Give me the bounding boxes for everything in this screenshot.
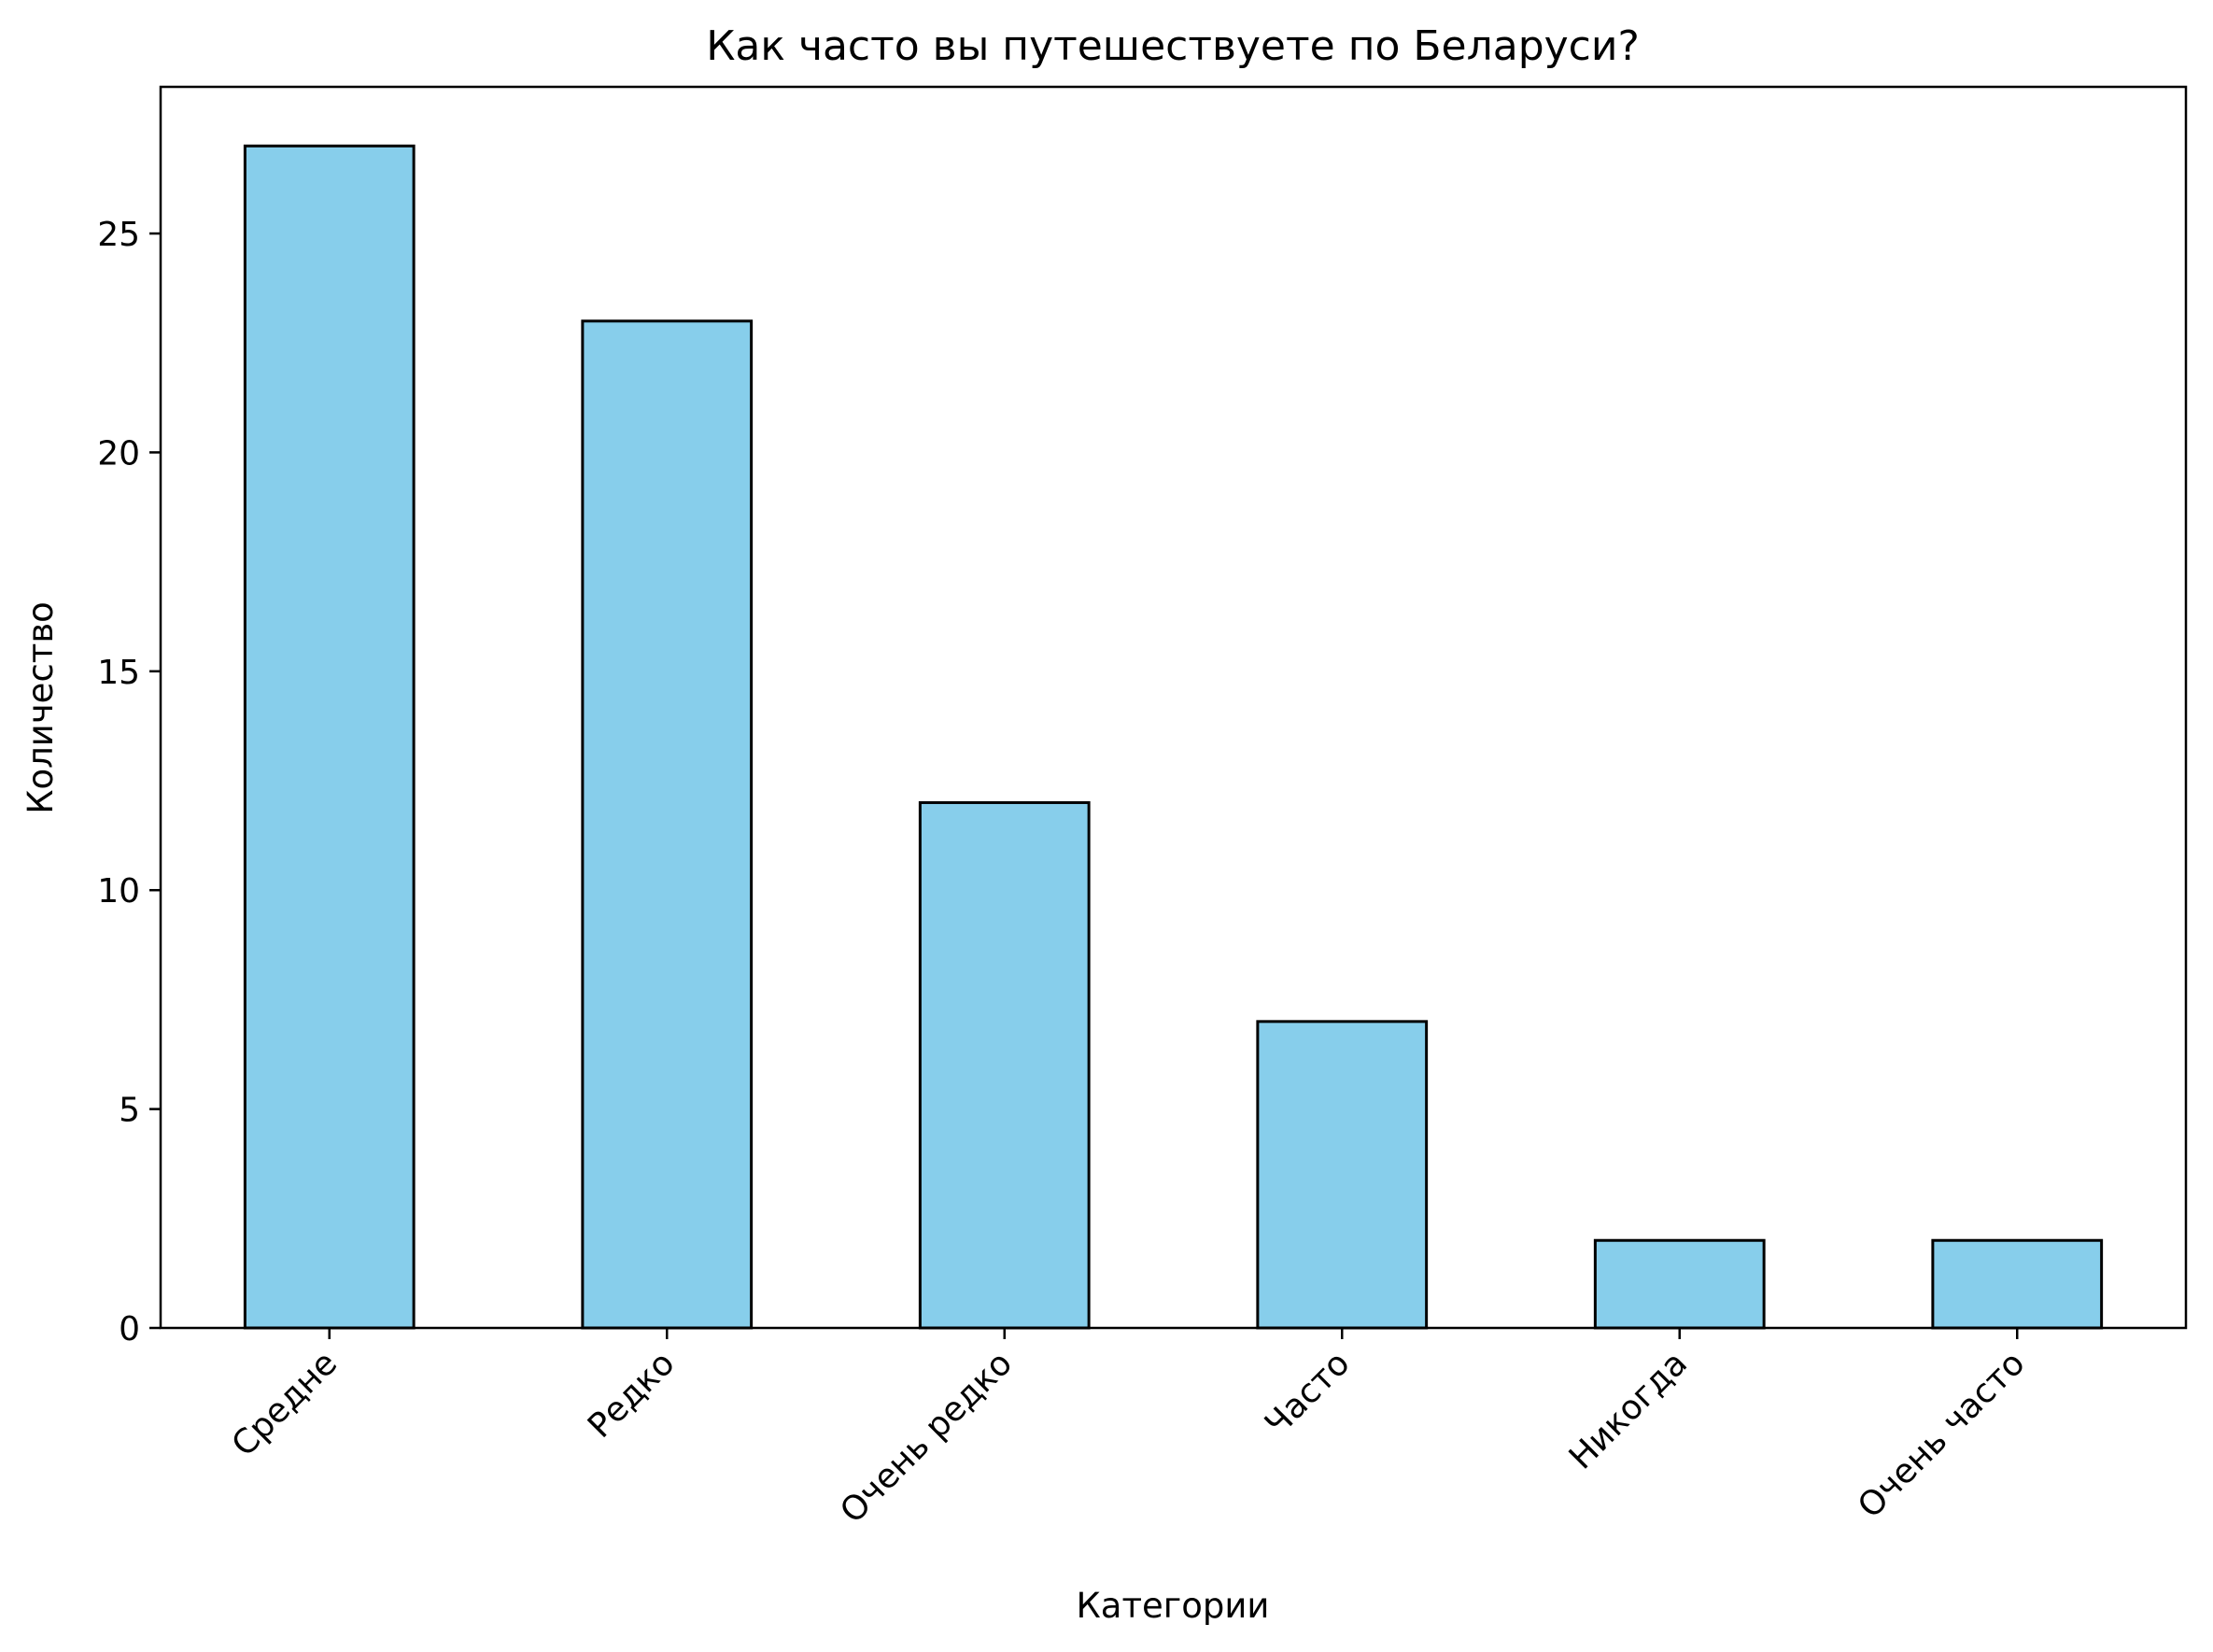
y-axis-label: Количество <box>21 601 61 814</box>
bar-1 <box>243 144 416 1330</box>
bar-4 <box>1256 1020 1429 1330</box>
x-tick-label-4: Никогда <box>1562 1344 1695 1476</box>
bars-layer <box>243 144 2104 1330</box>
x-tick-label-1: Редко <box>581 1344 683 1446</box>
x-tick-label-5: Очень часто <box>1851 1344 2033 1526</box>
y-tick-label-3: 15 <box>97 654 140 692</box>
chart-title: Как часто вы путешествуете по Беларуси? <box>706 22 1640 70</box>
bar-6 <box>1931 1238 2104 1330</box>
x-tick-label-0: Средне <box>225 1344 345 1463</box>
bar-3 <box>918 800 1091 1330</box>
x-axis-label: Категории <box>1077 1586 1270 1626</box>
x-tick-label-3: Часто <box>1258 1344 1357 1443</box>
y-tick-label-5: 25 <box>97 216 140 254</box>
y-tick-label-4: 20 <box>97 434 140 473</box>
y-tick-label-1: 5 <box>119 1092 140 1130</box>
x-tick-label-2: Очень редко <box>833 1344 1020 1531</box>
plot-frame <box>159 85 2188 1330</box>
bar-2 <box>581 319 754 1330</box>
y-tick-label-2: 10 <box>97 872 140 911</box>
y-tick-label-0: 0 <box>119 1310 140 1348</box>
bar-5 <box>1593 1238 1766 1330</box>
axes-layer <box>159 85 2188 1330</box>
